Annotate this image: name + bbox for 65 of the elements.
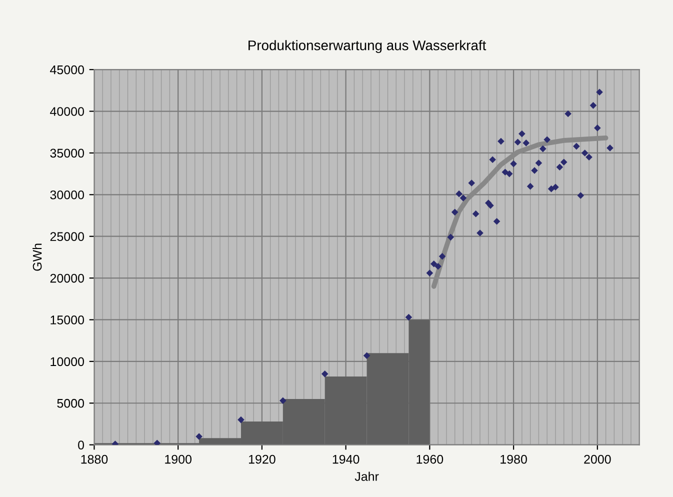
- x-tick-label: 2000: [584, 454, 611, 464]
- chart-title: Produktionserwartung aus Wasserkraft: [248, 40, 486, 54]
- point: [489, 156, 496, 164]
- x-tick-label: 1920: [249, 454, 276, 464]
- point: [535, 160, 542, 166]
- point: [526, 182, 534, 190]
- point: [556, 164, 564, 171]
- x-axis-title: Jahr: [354, 472, 379, 481]
- point: [238, 416, 244, 424]
- point: [573, 142, 580, 150]
- point: [472, 210, 480, 218]
- y-tick-label: 20000: [50, 274, 84, 283]
- y-tick-label: 35000: [50, 148, 84, 158]
- point: [498, 138, 504, 145]
- y-tick-label: 25000: [50, 232, 84, 242]
- point: [451, 208, 458, 216]
- point: [405, 314, 412, 321]
- point: [487, 202, 494, 209]
- point: [514, 138, 522, 146]
- point: [518, 130, 526, 138]
- point: [493, 218, 500, 225]
- point: [434, 262, 442, 270]
- point: [447, 234, 454, 241]
- point: [590, 102, 597, 109]
- point: [560, 158, 568, 166]
- x-tick-label: 1960: [416, 454, 444, 464]
- point: [363, 352, 370, 359]
- point: [531, 167, 538, 174]
- point: [321, 370, 328, 378]
- point: [468, 180, 476, 186]
- y-tick-label: 15000: [50, 316, 84, 324]
- point: [460, 194, 467, 202]
- point: [606, 144, 614, 152]
- y-tick-label: 40000: [50, 107, 84, 116]
- point: [577, 192, 584, 199]
- point: [280, 397, 286, 404]
- point: [456, 190, 462, 198]
- point: [544, 136, 550, 144]
- x-tick-label: 1980: [500, 454, 527, 464]
- x-tick-label: 1900: [165, 454, 192, 464]
- line-series: [431, 136, 608, 289]
- y-tick-label: 30000: [50, 190, 84, 200]
- point: [540, 145, 546, 152]
- y-axis-title: GWh: [32, 244, 42, 271]
- point: [522, 140, 530, 146]
- point: [552, 184, 559, 191]
- point: [564, 110, 572, 118]
- point: [586, 154, 592, 161]
- y-tick-label: 5000: [57, 398, 84, 408]
- point: [510, 160, 517, 168]
- point: [196, 433, 202, 440]
- point: [594, 124, 601, 132]
- x-tick-label: 1940: [332, 454, 360, 464]
- point: [596, 88, 603, 96]
- point: [506, 170, 513, 178]
- point: [430, 260, 438, 268]
- x-tick-label: 1880: [81, 454, 108, 464]
- y-tick-label: 45000: [50, 65, 84, 74]
- point: [438, 252, 446, 260]
- point: [581, 150, 588, 156]
- point: [476, 230, 484, 236]
- point: [426, 270, 434, 276]
- y-tick-label: 0: [78, 440, 84, 450]
- y-tick-label: 10000: [50, 357, 84, 366]
- point: [154, 440, 161, 445]
